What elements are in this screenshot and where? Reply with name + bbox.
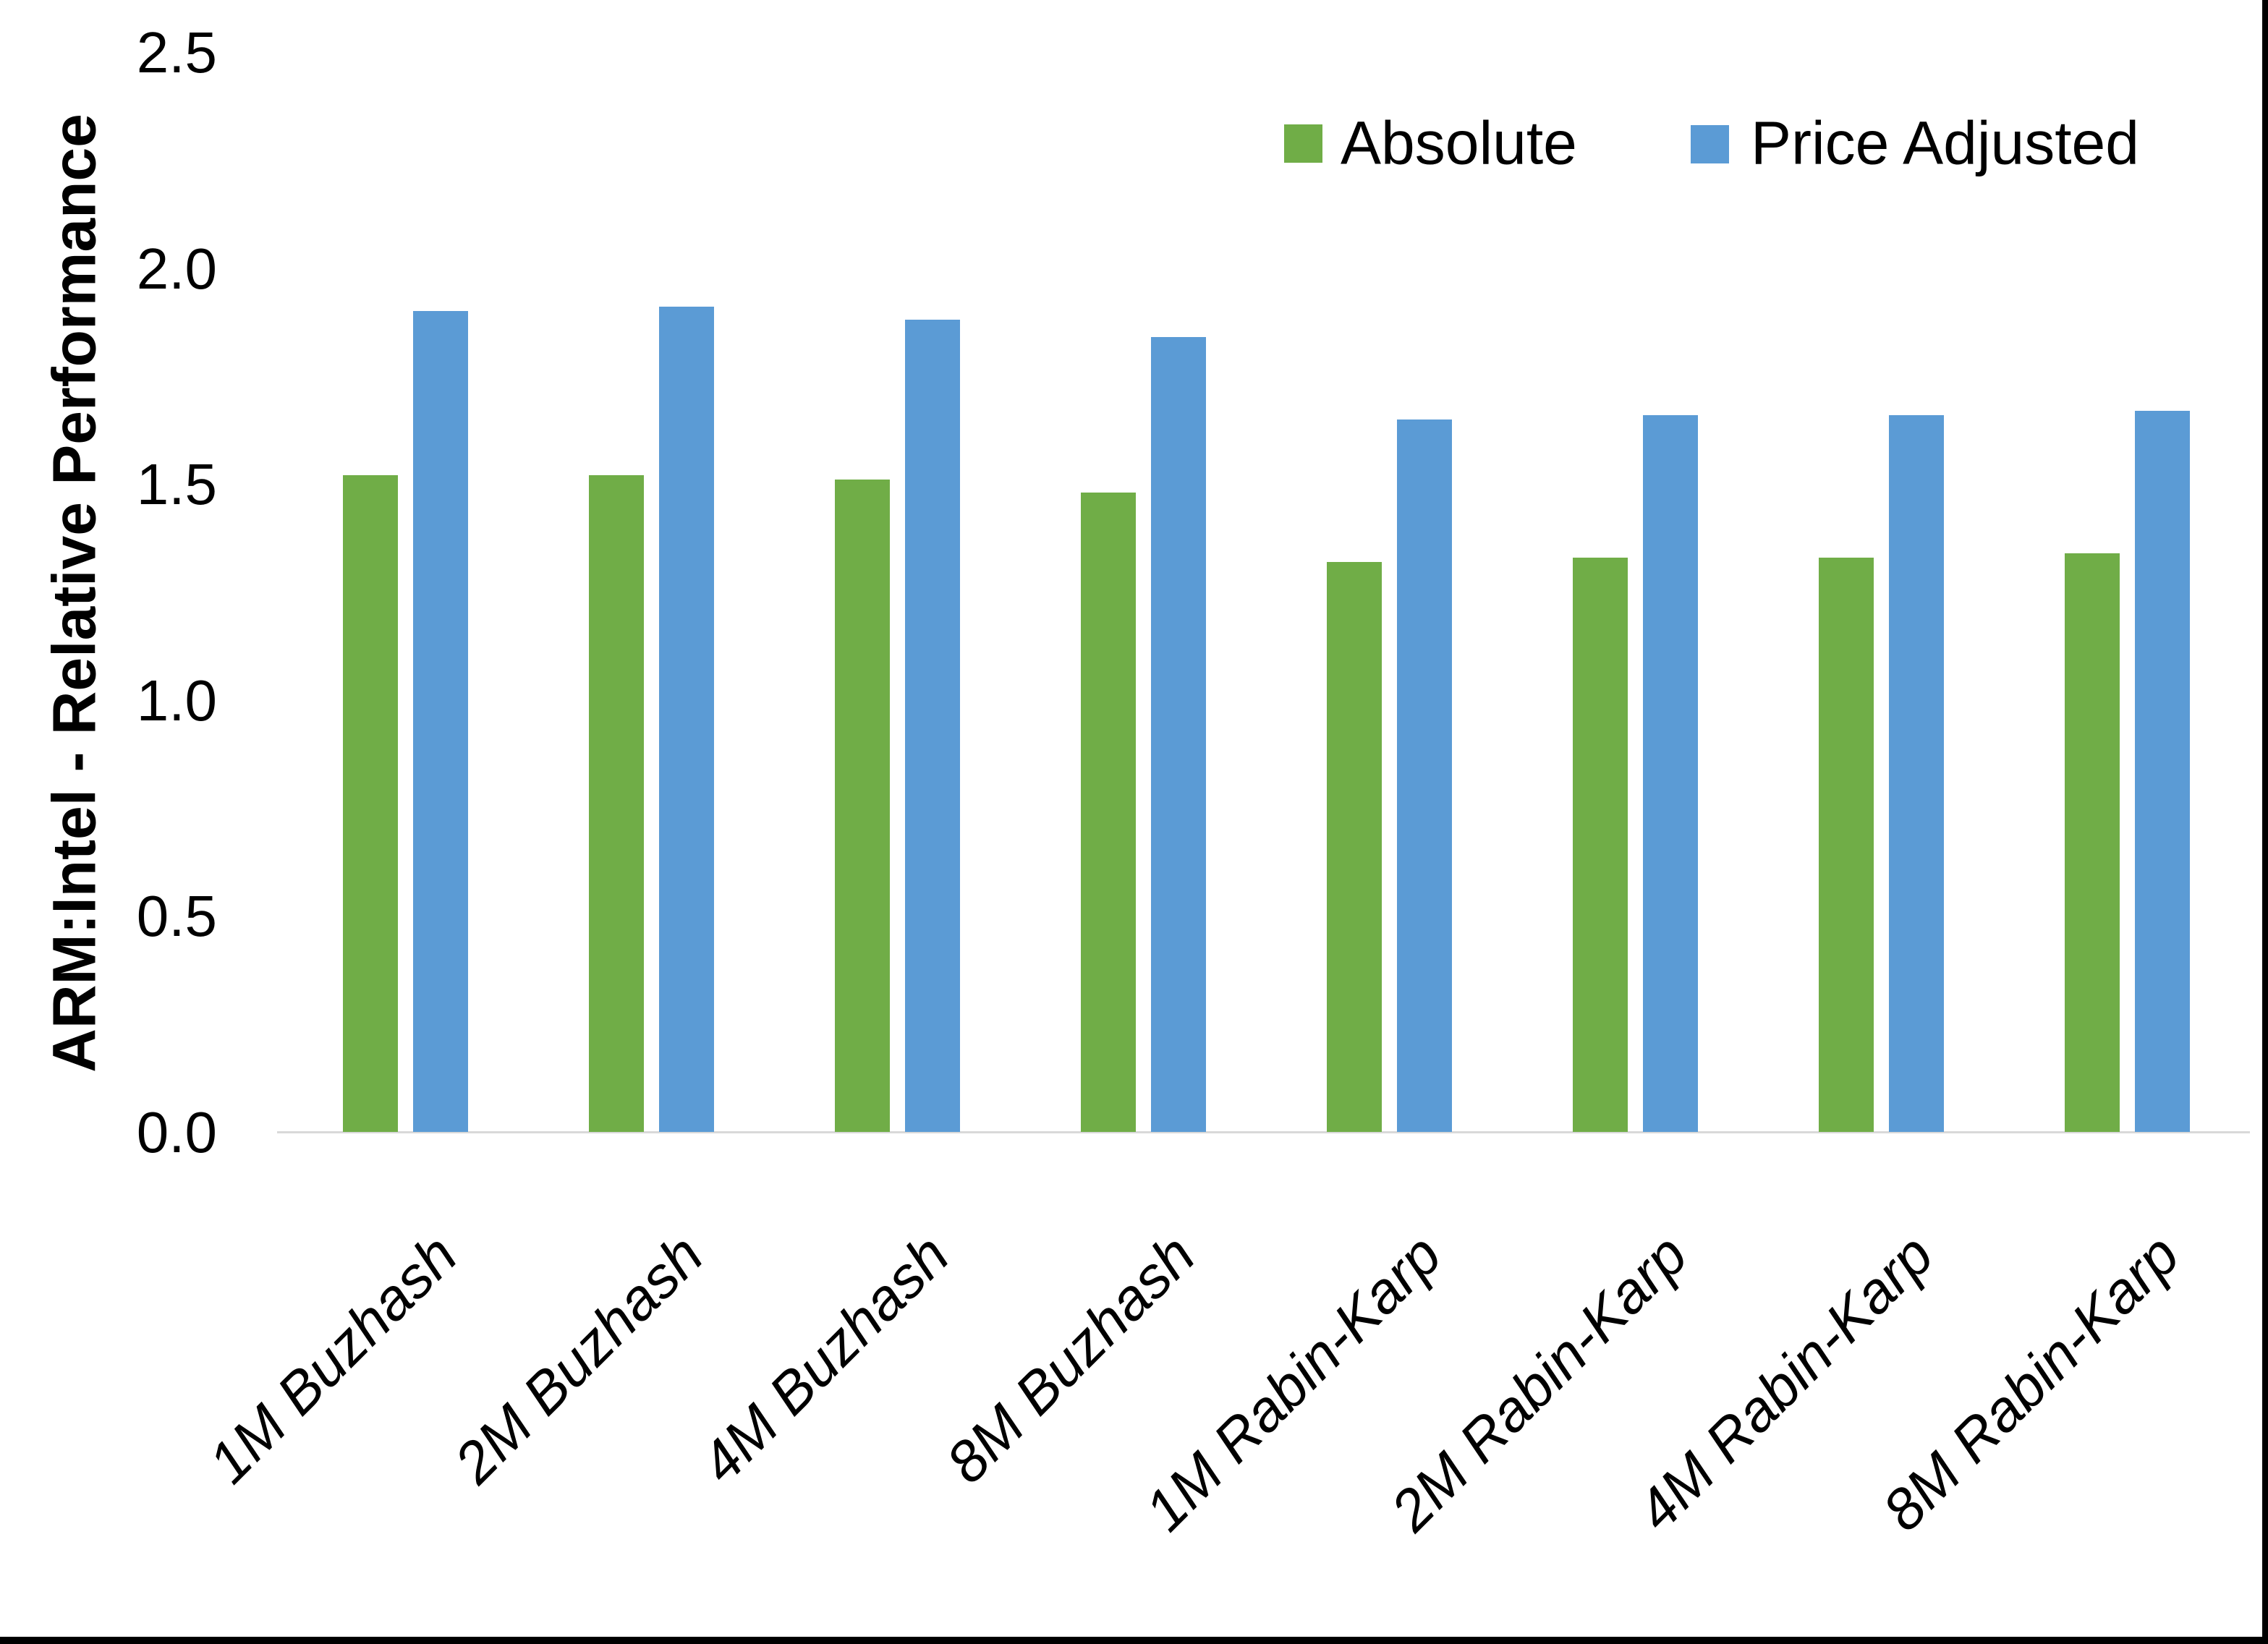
bar-absolute — [2065, 553, 2120, 1132]
bar-price-adjusted — [659, 307, 714, 1132]
bar-absolute — [1327, 562, 1382, 1132]
x-axis-line — [277, 1131, 2250, 1133]
legend-label-absolute: Absolute — [1341, 108, 1577, 177]
y-tick-label: 2.5 — [136, 20, 217, 85]
y-tick-label: 1.0 — [136, 668, 217, 733]
bar-absolute — [835, 480, 890, 1132]
bar-absolute — [1081, 493, 1136, 1132]
bar-price-adjusted — [905, 320, 960, 1132]
x-category-label: 2M Buzhash — [442, 1222, 715, 1496]
bar-absolute — [589, 475, 644, 1132]
window-border-bottom — [0, 1637, 2268, 1644]
x-category-label: 1M Buzhash — [196, 1222, 470, 1496]
x-category-label: 4M Buzhash — [688, 1222, 961, 1496]
bar-price-adjusted — [413, 311, 468, 1132]
y-tick-label: 0.0 — [136, 1100, 217, 1164]
bar-price-adjusted — [1397, 419, 1452, 1132]
legend-swatch-price-adjusted — [1691, 125, 1729, 163]
legend-swatch-absolute — [1284, 124, 1322, 163]
y-tick-label: 0.5 — [136, 884, 217, 949]
x-category-label: 8M Buzhash — [934, 1222, 1207, 1496]
y-tick-label: 2.0 — [136, 236, 217, 301]
bar-price-adjusted — [1889, 415, 1944, 1132]
legend-label-price-adjusted: Price Adjusted — [1751, 108, 2139, 177]
bar-price-adjusted — [2135, 411, 2190, 1132]
bar-price-adjusted — [1643, 415, 1698, 1132]
y-tick-label: 1.5 — [136, 452, 217, 517]
bar-absolute — [1573, 558, 1628, 1132]
bar-absolute — [1819, 558, 1874, 1132]
bar-absolute — [343, 475, 398, 1132]
window-border-right — [2262, 0, 2268, 1644]
bar-price-adjusted — [1151, 337, 1206, 1132]
